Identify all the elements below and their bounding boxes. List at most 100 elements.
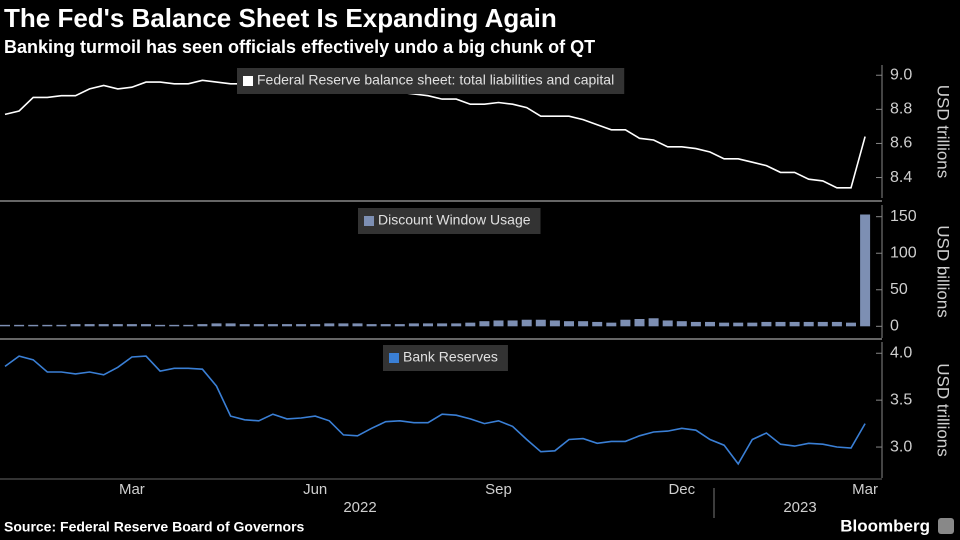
- bar: [817, 321, 828, 327]
- chart-subtitle: Banking turmoil has seen officials effec…: [4, 37, 595, 57]
- bar: [479, 321, 490, 327]
- bar: [141, 324, 151, 327]
- source: Source: Federal Reserve Board of Governo…: [4, 519, 305, 535]
- chart-title: The Fed's Balance Sheet Is Expanding Aga…: [4, 3, 557, 33]
- bar: [423, 323, 433, 327]
- x-group-label: 2023: [783, 499, 816, 516]
- bar: [676, 321, 687, 327]
- y-tick-label: 150: [890, 208, 917, 225]
- bar: [211, 323, 222, 327]
- bar: [380, 324, 391, 327]
- bar: [155, 324, 166, 327]
- y-axis-label: USD trillions: [934, 363, 953, 457]
- bar: [296, 324, 307, 327]
- bar: [648, 318, 659, 327]
- x-group-label: 2022: [343, 499, 376, 516]
- bar: [183, 324, 194, 327]
- bar: [634, 319, 645, 327]
- y-tick-label: 4.0: [890, 344, 912, 361]
- bar: [126, 324, 137, 327]
- logo: Bloomberg: [840, 516, 930, 535]
- bar: [662, 320, 673, 327]
- bar: [705, 321, 715, 327]
- y-tick-label: 50: [890, 281, 908, 298]
- bar: [437, 323, 448, 327]
- legend-label: Federal Reserve balance sheet: total lia…: [257, 72, 614, 88]
- bar: [860, 214, 871, 327]
- bar: [14, 324, 25, 327]
- bar: [408, 323, 419, 327]
- bar: [366, 324, 377, 327]
- y-tick-label: 9.0: [890, 66, 912, 83]
- legend-box: [383, 345, 508, 371]
- bar: [112, 324, 123, 327]
- y-tick-label: 8.4: [890, 169, 912, 186]
- bar: [42, 324, 53, 327]
- bar: [831, 321, 842, 327]
- bar: [324, 323, 335, 327]
- bar: [28, 324, 39, 327]
- bar: [507, 320, 518, 327]
- y-tick-label: 8.6: [890, 135, 912, 152]
- legend-swatch: [243, 76, 253, 86]
- bar: [0, 324, 10, 327]
- bar: [352, 323, 363, 327]
- bar: [775, 321, 786, 327]
- bar: [620, 319, 631, 327]
- y-tick-label: 100: [890, 244, 917, 261]
- bar: [282, 324, 292, 327]
- legend-swatch: [364, 216, 374, 226]
- x-tick-label: Jun: [303, 481, 327, 498]
- bar: [169, 324, 180, 327]
- bar: [549, 320, 560, 327]
- bar: [606, 322, 617, 327]
- line: [4, 79, 866, 189]
- y-axis-label: USD trillions: [934, 85, 953, 179]
- legend-box: [237, 68, 625, 94]
- bar: [338, 323, 349, 327]
- x-tick-label: Dec: [668, 481, 695, 498]
- bar: [733, 322, 744, 327]
- bar: [267, 324, 278, 327]
- x-tick-label: Mar: [852, 481, 878, 498]
- bar: [394, 324, 405, 327]
- line: [4, 355, 866, 466]
- legend-box: [358, 208, 541, 234]
- bar: [521, 319, 532, 327]
- bar: [535, 319, 546, 327]
- bar: [56, 324, 67, 327]
- bar: [690, 321, 701, 327]
- bar: [225, 323, 236, 327]
- bar: [70, 324, 81, 327]
- y-tick-label: 8.8: [890, 101, 912, 118]
- bar: [803, 321, 814, 327]
- bar: [451, 323, 462, 327]
- y-axis-label: USD billions: [934, 225, 953, 318]
- x-tick-label: Mar: [119, 481, 145, 498]
- bar: [846, 322, 856, 327]
- bar: [465, 322, 476, 327]
- bar: [197, 324, 208, 327]
- y-tick-label: 3.5: [890, 391, 912, 408]
- legend-label: Bank Reserves: [403, 349, 498, 365]
- y-tick-label: 3.0: [890, 438, 912, 455]
- logo-icon: [938, 518, 954, 534]
- bar: [747, 322, 758, 327]
- bar: [253, 324, 264, 327]
- bar: [592, 321, 603, 327]
- x-tick-label: Sep: [485, 481, 512, 498]
- bar: [719, 322, 730, 327]
- legend-swatch: [389, 353, 399, 363]
- bar: [310, 324, 321, 327]
- bar: [239, 324, 250, 327]
- bar: [761, 321, 772, 327]
- bar: [84, 324, 95, 327]
- bar: [564, 321, 574, 327]
- bar: [789, 321, 800, 327]
- bar: [493, 320, 504, 327]
- bar: [98, 324, 109, 327]
- legend-label: Discount Window Usage: [378, 212, 531, 228]
- bar: [578, 321, 589, 327]
